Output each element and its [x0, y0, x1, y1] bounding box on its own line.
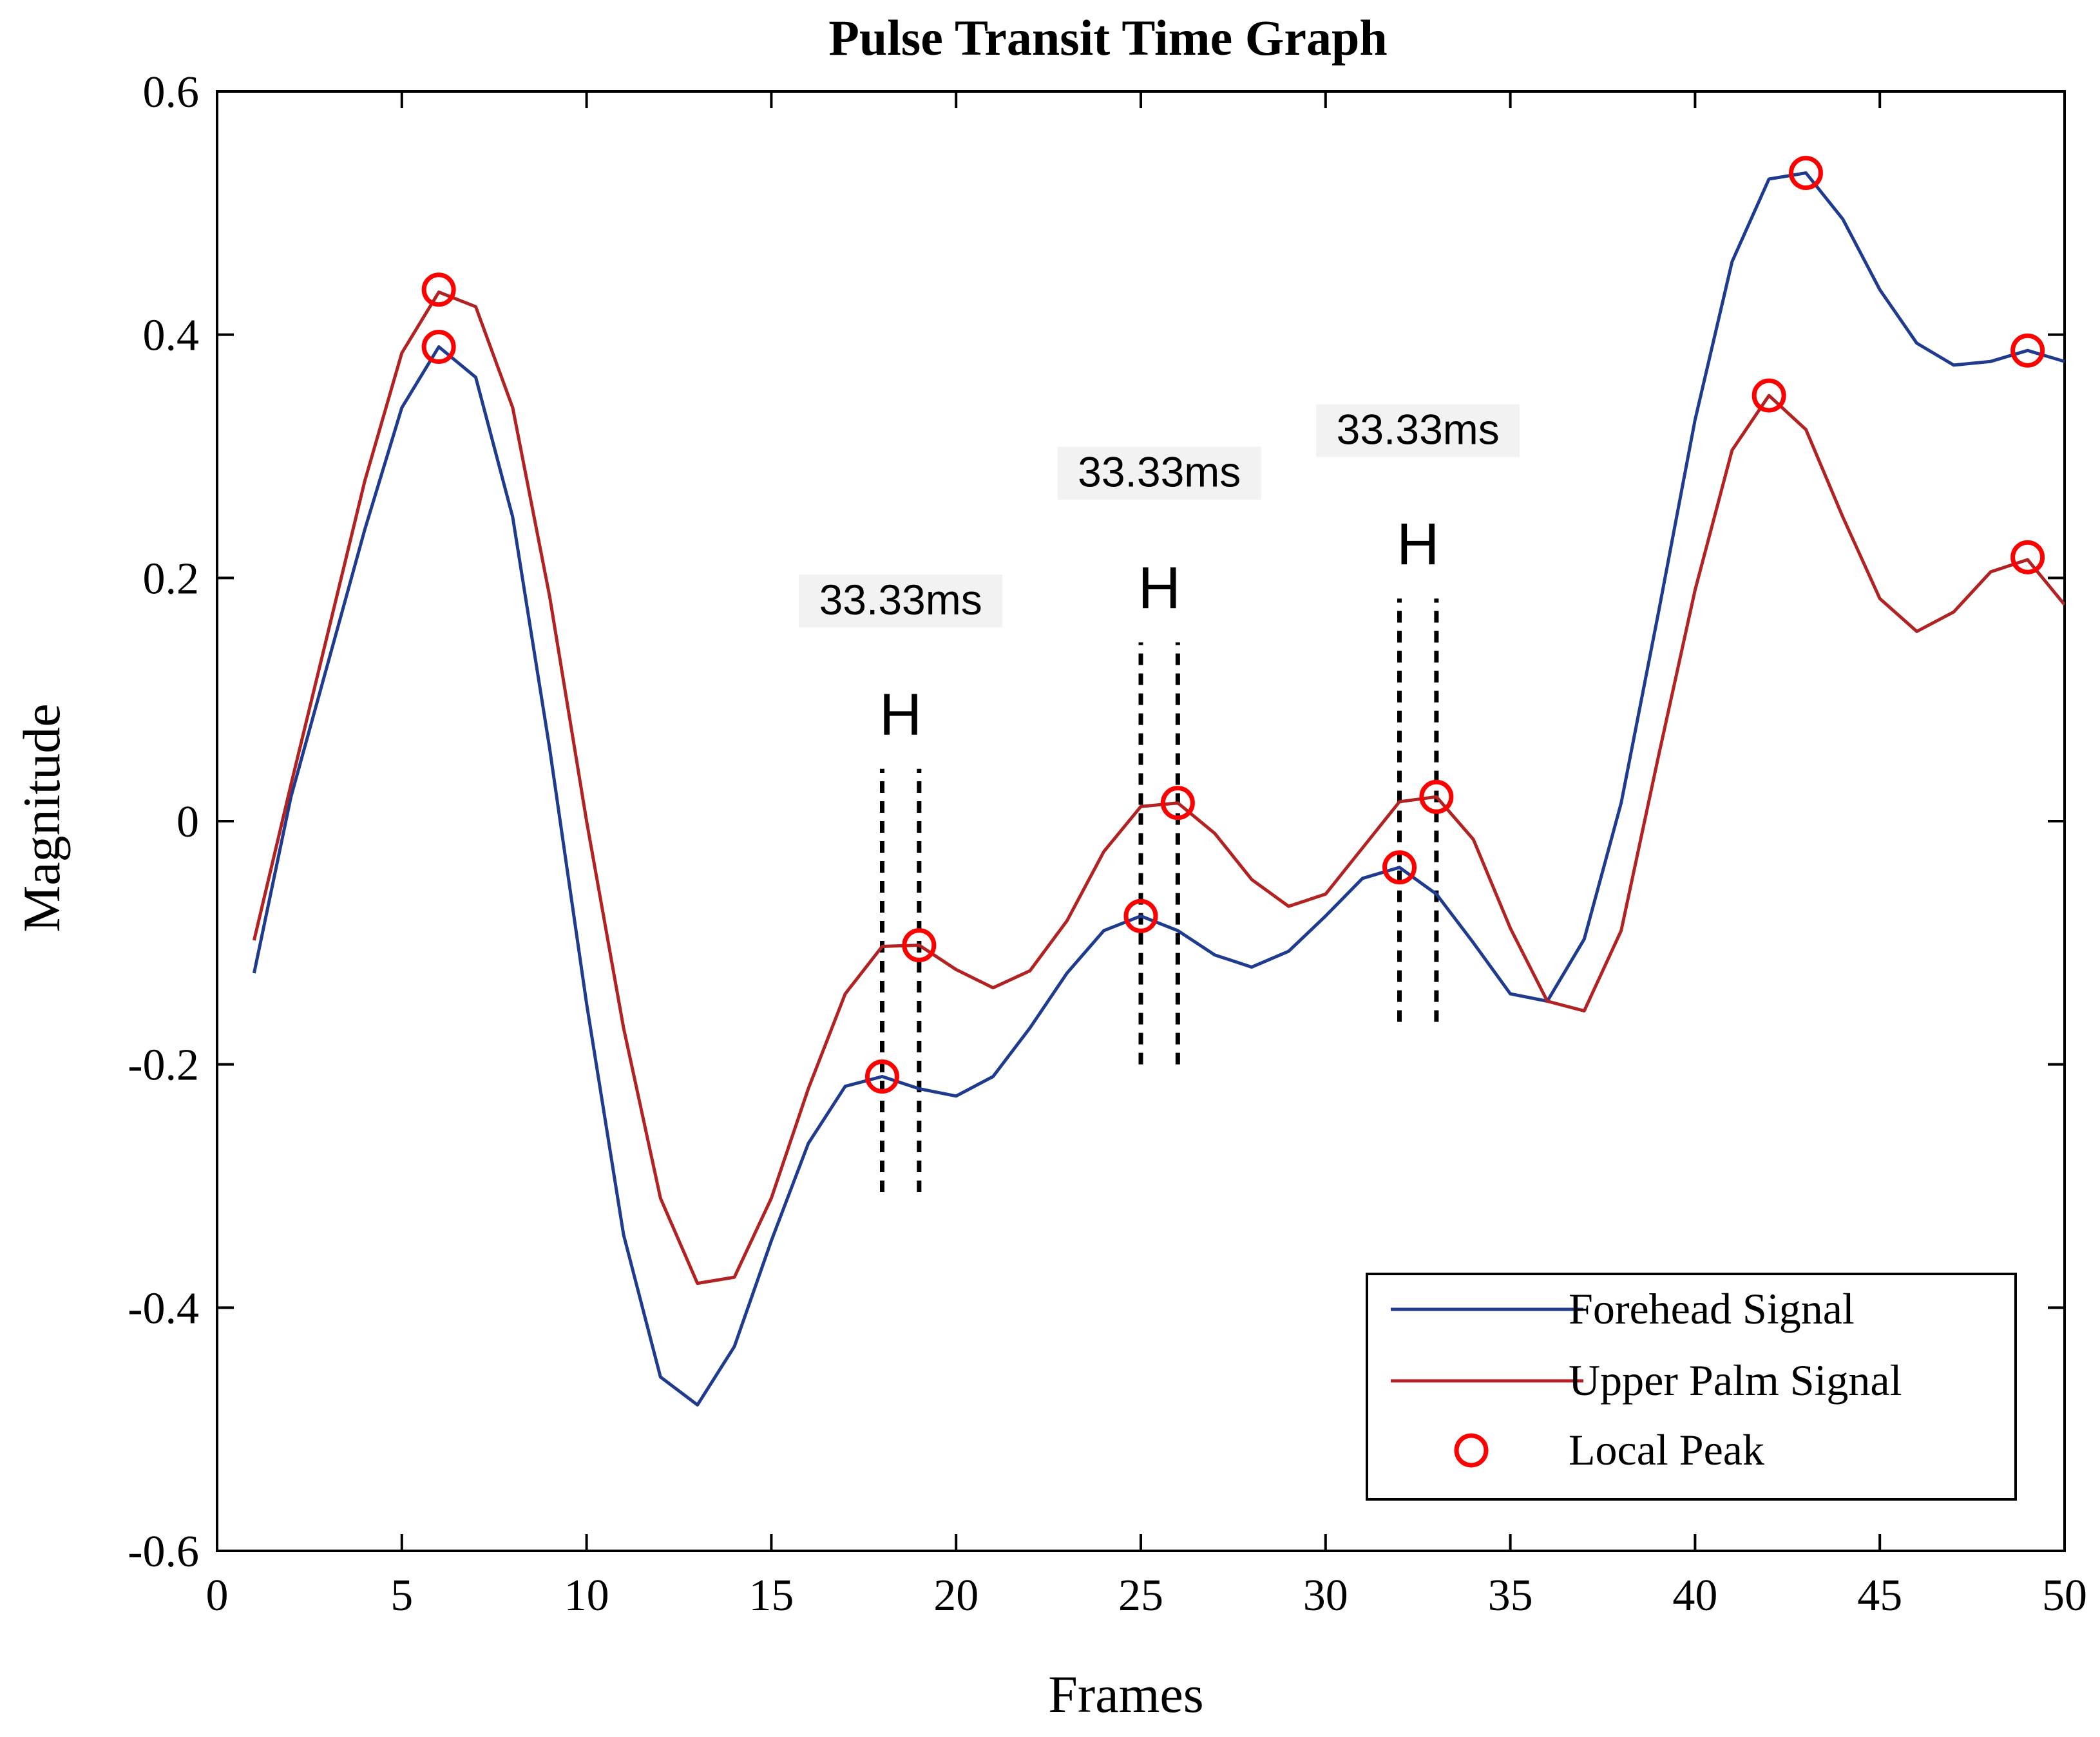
x-tick-label: 40	[1672, 1571, 1717, 1620]
interval-bracket: H	[1397, 511, 1439, 577]
x-tick-label: 5	[390, 1571, 413, 1620]
interval-label-bg	[1316, 404, 1520, 457]
y-tick-label: -0.4	[128, 1284, 199, 1333]
legend-label: Forehead Signal	[1569, 1284, 1855, 1333]
interval-label: 33.33ms	[1337, 406, 1500, 453]
local-peak-marker	[902, 928, 937, 963]
x-tick-label: 30	[1303, 1571, 1348, 1620]
legend-label: Upper Palm Signal	[1569, 1356, 1902, 1405]
y-axis-label: Magnitude	[12, 703, 71, 932]
series-line-forehead-signal	[252, 171, 2065, 1407]
axes: 0 5 10 15 20 25 30 35 40 45 50 -0.6 -0.4 -0.2 0 0.2 0.4 0…	[128, 68, 2087, 1620]
local-peak-marker	[1160, 786, 1195, 821]
x-tick-label: 50	[2042, 1571, 2087, 1620]
x-tick-label: 25	[1118, 1571, 1163, 1620]
legend-swatch-marker	[1454, 1433, 1489, 1468]
annotations: H 33.33ms H 33.33ms H 33.33ms	[799, 404, 1520, 1192]
interval-label: 33.33ms	[1078, 448, 1241, 496]
x-tick-label: 35	[1488, 1571, 1533, 1620]
local-peak-marker	[864, 1059, 899, 1094]
y-tick-label: 0.6	[143, 68, 200, 117]
x-tick-label: 0	[206, 1571, 229, 1620]
local-peak-marker	[2010, 540, 2045, 574]
y-tick-label: 0.2	[143, 554, 200, 603]
local-peak-marker	[1382, 850, 1417, 885]
chart-title: Pulse Transit Time Graph	[828, 10, 1388, 66]
x-axis-label: Frames	[1048, 1665, 1203, 1723]
y-tick-label: 0.4	[143, 311, 200, 361]
interval-bracket: H	[1138, 555, 1180, 621]
interval-label-bg	[1057, 446, 1261, 500]
interval-bracket: H	[879, 682, 922, 748]
x-tick-label: 45	[1857, 1571, 1902, 1620]
y-tick-label: -0.6	[128, 1527, 199, 1577]
local-peak-marker	[2010, 333, 2045, 368]
interval-label-bg	[799, 574, 1003, 627]
x-tick-label: 15	[749, 1571, 794, 1620]
local-peak-marker	[421, 330, 456, 365]
local-peak-marker	[1752, 378, 1786, 413]
local-peak-marker	[1419, 779, 1454, 814]
x-tick-label: 20	[933, 1571, 978, 1620]
y-tick-label: -0.2	[128, 1041, 199, 1090]
interval-label: 33.33ms	[819, 576, 982, 623]
x-tick-label: 10	[564, 1571, 609, 1620]
local-peaks	[421, 156, 2045, 1094]
legend-label: Local Peak	[1569, 1425, 1764, 1474]
series-lines	[252, 171, 2065, 1407]
y-tick-label: 0	[177, 797, 199, 847]
local-peak-marker	[421, 272, 456, 307]
legend-box	[1366, 1273, 2017, 1501]
series-line-upper-palm-signal	[252, 290, 2065, 1286]
local-peak-marker	[1123, 898, 1158, 933]
legend: Forehead Signal Upper Palm Signal Local Pe…	[1366, 1273, 2017, 1501]
local-peak-marker	[1788, 156, 1823, 191]
